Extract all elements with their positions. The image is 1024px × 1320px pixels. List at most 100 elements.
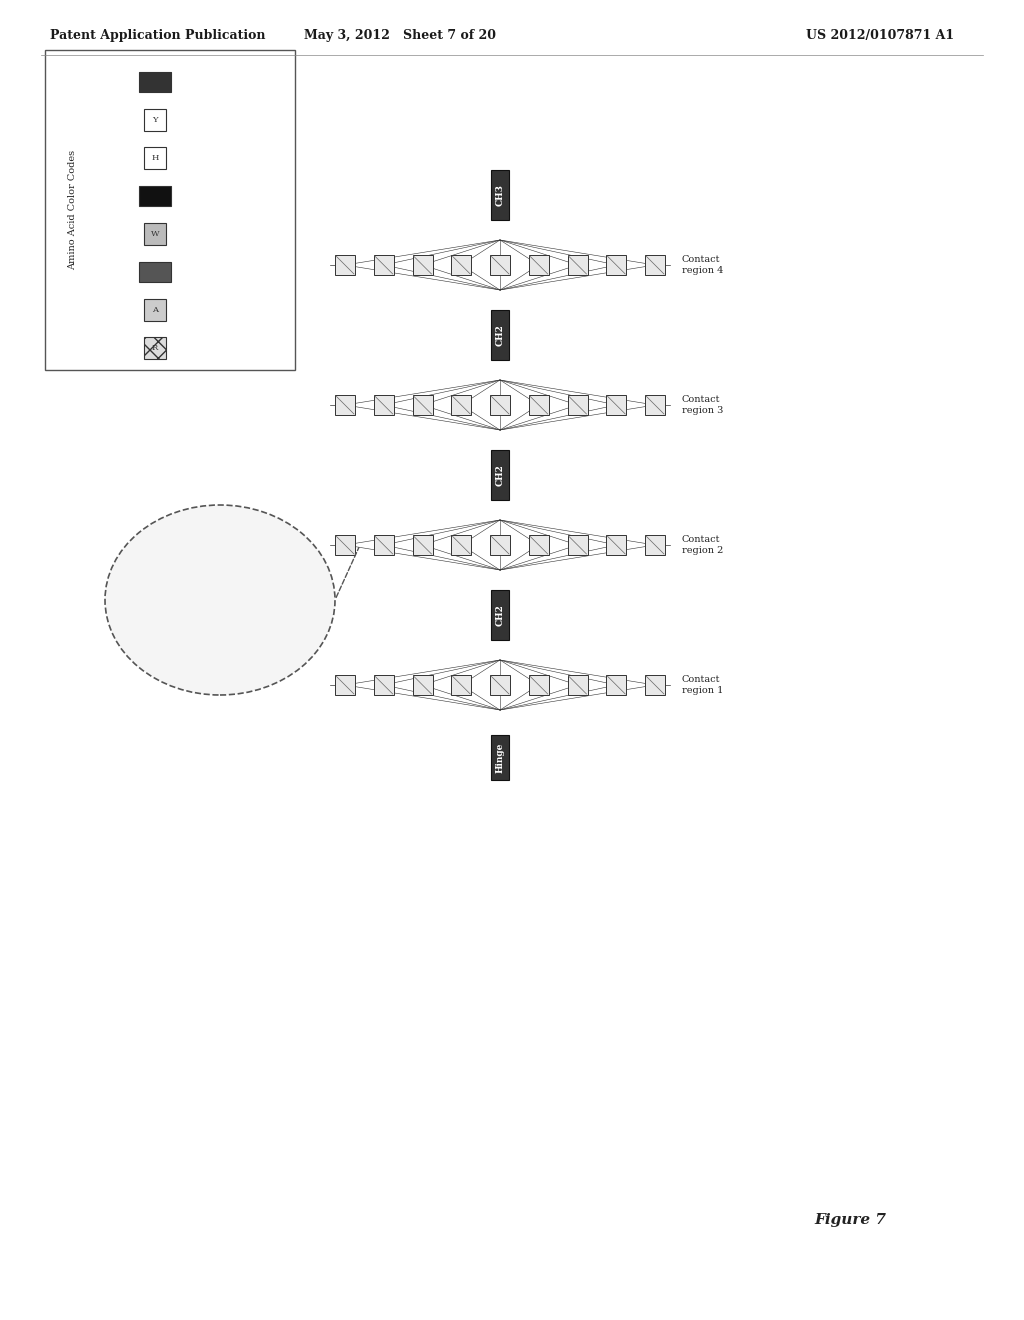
Bar xyxy=(263,549,282,568)
Bar xyxy=(175,636,195,655)
Bar xyxy=(335,395,355,414)
Text: CH2: CH2 xyxy=(496,465,505,486)
FancyBboxPatch shape xyxy=(490,590,509,640)
Bar xyxy=(606,675,627,696)
Bar xyxy=(452,535,471,554)
Bar xyxy=(335,255,355,275)
Bar xyxy=(175,549,195,568)
Text: US 2012/0107871 A1: US 2012/0107871 A1 xyxy=(806,29,954,41)
Text: May 3, 2012   Sheet 7 of 20: May 3, 2012 Sheet 7 of 20 xyxy=(304,29,496,41)
Text: Hinge: Hinge xyxy=(496,742,505,772)
Bar xyxy=(263,636,282,655)
Bar xyxy=(219,614,238,634)
Bar xyxy=(219,593,238,611)
Bar xyxy=(154,636,172,655)
Bar xyxy=(335,535,355,554)
Bar xyxy=(175,570,195,590)
FancyBboxPatch shape xyxy=(144,147,166,169)
Bar xyxy=(645,535,665,554)
Bar xyxy=(452,395,471,414)
Bar xyxy=(175,593,195,611)
Bar xyxy=(241,614,260,634)
Bar xyxy=(528,675,549,696)
Text: CH3: CH3 xyxy=(496,183,505,206)
Bar xyxy=(241,636,260,655)
Bar xyxy=(645,675,665,696)
Bar xyxy=(490,395,510,414)
Bar xyxy=(567,535,588,554)
Bar xyxy=(198,549,216,568)
Bar xyxy=(241,549,260,568)
Bar xyxy=(198,570,216,590)
Bar xyxy=(263,593,282,611)
FancyBboxPatch shape xyxy=(490,735,509,780)
Bar xyxy=(490,675,510,696)
Text: CH2: CH2 xyxy=(496,605,505,626)
Ellipse shape xyxy=(105,506,335,696)
Bar xyxy=(413,675,432,696)
Text: Contact
region 2: Contact region 2 xyxy=(682,536,723,554)
Bar xyxy=(606,535,627,554)
Bar xyxy=(528,535,549,554)
Text: H: H xyxy=(152,154,159,162)
Text: Contact
region 1: Contact region 1 xyxy=(682,676,723,694)
Bar xyxy=(452,675,471,696)
FancyBboxPatch shape xyxy=(139,261,171,282)
Text: Contact
region 3: Contact region 3 xyxy=(682,395,723,414)
Bar xyxy=(374,395,394,414)
Bar xyxy=(219,570,238,590)
FancyBboxPatch shape xyxy=(144,300,166,321)
Text: W: W xyxy=(151,230,160,238)
FancyBboxPatch shape xyxy=(139,73,171,92)
Bar xyxy=(154,593,172,611)
Bar xyxy=(374,255,394,275)
Text: Contact
region 4: Contact region 4 xyxy=(682,255,723,275)
Bar xyxy=(452,255,471,275)
Bar xyxy=(241,593,260,611)
Bar xyxy=(374,535,394,554)
Bar xyxy=(198,636,216,655)
Bar xyxy=(175,614,195,634)
Bar xyxy=(154,614,172,634)
Bar xyxy=(567,675,588,696)
Bar xyxy=(263,614,282,634)
Bar xyxy=(263,570,282,590)
FancyBboxPatch shape xyxy=(144,223,166,246)
Bar xyxy=(413,535,432,554)
Text: A: A xyxy=(152,306,158,314)
Bar xyxy=(490,535,510,554)
Bar xyxy=(154,570,172,590)
FancyBboxPatch shape xyxy=(45,50,295,370)
Bar xyxy=(374,675,394,696)
Text: Y: Y xyxy=(153,116,158,124)
FancyBboxPatch shape xyxy=(490,170,509,220)
FancyBboxPatch shape xyxy=(139,186,171,206)
FancyBboxPatch shape xyxy=(144,337,166,359)
FancyBboxPatch shape xyxy=(144,110,166,131)
Bar xyxy=(645,395,665,414)
Bar xyxy=(413,395,432,414)
Text: Figure 7: Figure 7 xyxy=(814,1213,886,1228)
Text: Patent Application Publication: Patent Application Publication xyxy=(50,29,265,41)
FancyBboxPatch shape xyxy=(490,450,509,500)
Bar xyxy=(490,255,510,275)
Text: CH2: CH2 xyxy=(496,325,505,346)
Bar xyxy=(198,614,216,634)
Bar xyxy=(241,570,260,590)
Bar xyxy=(528,255,549,275)
Bar xyxy=(567,255,588,275)
Bar xyxy=(219,636,238,655)
Bar xyxy=(219,549,238,568)
Bar xyxy=(198,593,216,611)
FancyBboxPatch shape xyxy=(490,310,509,360)
Bar xyxy=(335,675,355,696)
Bar xyxy=(528,395,549,414)
Bar xyxy=(606,255,627,275)
Bar xyxy=(154,549,172,568)
Bar xyxy=(567,395,588,414)
Text: R: R xyxy=(152,345,158,352)
Bar xyxy=(413,255,432,275)
Bar xyxy=(645,255,665,275)
Text: Amino Acid Color Codes: Amino Acid Color Codes xyxy=(69,150,78,271)
Bar xyxy=(606,395,627,414)
